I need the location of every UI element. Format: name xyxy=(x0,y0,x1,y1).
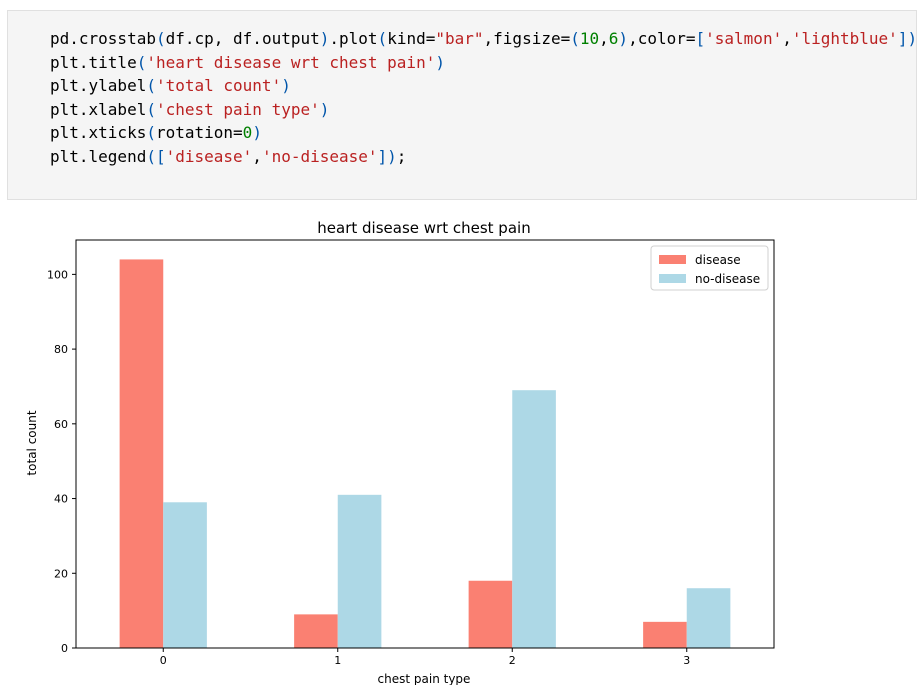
code-token: 'disease' xyxy=(165,146,253,166)
bar-disease-0 xyxy=(119,259,164,648)
code-token: ) xyxy=(252,123,262,143)
code-token: 'heart disease wrt chest pain' xyxy=(146,52,436,72)
code-token: plt.xticks xyxy=(50,123,147,143)
legend-swatch-disease xyxy=(659,255,686,264)
plot-frame xyxy=(75,239,775,649)
code-token: ) xyxy=(319,99,330,119)
code-token: 'no-disease' xyxy=(261,146,378,166)
code-editor[interactable]: pd.crosstab(df.cp, df.output).plot(kind=… xyxy=(50,27,917,169)
bar-no-disease-1 xyxy=(337,494,382,648)
code-token: ) xyxy=(281,76,291,96)
code-line: plt.xlabel('chest pain type') xyxy=(50,98,917,122)
y-tick-label: 80 xyxy=(54,343,68,356)
bar-disease-3 xyxy=(643,621,687,648)
bar-disease-1 xyxy=(294,614,338,648)
code-token: .plot xyxy=(329,29,378,48)
legend: disease no-disease xyxy=(650,245,769,291)
axes-group: 0 20 40 60 80 100 0 1 2 3 xyxy=(47,239,775,667)
code-line: plt.xticks(rotation=0) xyxy=(50,121,917,145)
y-tick-label: 20 xyxy=(54,567,68,580)
code-line: plt.ylabel('total count') xyxy=(50,74,917,98)
code-token: plt.title xyxy=(50,52,137,72)
code-token: ( xyxy=(146,99,156,119)
y-axis-label: total count xyxy=(25,410,39,475)
chart-title: heart disease wrt chest pain xyxy=(317,219,530,237)
bar-no-disease-0 xyxy=(163,502,207,648)
code-token: , xyxy=(599,29,609,48)
legend-swatch-no-disease xyxy=(659,274,686,283)
code-token: plt.xlabel xyxy=(50,99,147,119)
code-token: plt.legend xyxy=(50,146,147,166)
code-token: 6 xyxy=(608,29,619,48)
code-line: pd.crosstab(df.cp, df.output).plot(kind=… xyxy=(50,27,917,51)
x-tick-label: 1 xyxy=(334,654,341,667)
x-axis-label: chest pain type xyxy=(378,672,471,685)
code-token: 'lightblue' xyxy=(791,29,898,48)
x-tick-label: 0 xyxy=(160,654,167,667)
code-line: plt.title('heart disease wrt chest pain'… xyxy=(50,51,917,75)
code-token: kind= xyxy=(387,29,436,48)
legend-label-no-disease: no-disease xyxy=(695,272,760,286)
bar-no-disease-2 xyxy=(512,390,556,648)
code-token: ) xyxy=(618,29,629,48)
chart-output: heart disease wrt chest pain total count… xyxy=(0,205,917,686)
code-token: plt.ylabel xyxy=(50,76,147,96)
bars-group xyxy=(119,259,731,648)
code-token: , xyxy=(782,29,792,48)
code-token: 10 xyxy=(579,29,600,48)
code-token: 'total count' xyxy=(155,76,282,96)
code-token: ; xyxy=(396,146,407,166)
code-token: ( xyxy=(146,123,156,143)
code-token: ) xyxy=(319,29,330,48)
code-token: ( xyxy=(377,29,388,48)
code-line: plt.legend(['disease','no-disease']); xyxy=(50,145,917,169)
y-tick-label: 40 xyxy=(54,493,68,506)
code-token: ,figsize= xyxy=(483,29,571,48)
code-token: ( xyxy=(155,29,166,48)
code-token: ]) xyxy=(897,29,917,48)
code-token: "bar" xyxy=(435,29,484,48)
code-token: pd.crosstab xyxy=(50,29,156,48)
code-token: 0 xyxy=(242,123,253,143)
bar-no-disease-3 xyxy=(686,588,731,648)
code-token: ) xyxy=(435,52,445,72)
legend-label-disease: disease xyxy=(695,253,741,267)
code-token: [ xyxy=(695,29,706,48)
code-token: ( xyxy=(146,76,156,96)
code-token: ( xyxy=(136,52,147,72)
code-token: ,color= xyxy=(628,29,696,48)
y-tick-label: 60 xyxy=(54,418,68,431)
x-tick-label: 3 xyxy=(683,654,690,667)
y-tick-label: 0 xyxy=(61,642,68,655)
code-token: ([ xyxy=(146,146,166,166)
code-token: 'salmon' xyxy=(705,29,783,48)
bar-chart: heart disease wrt chest pain total count… xyxy=(25,219,775,686)
y-tick-label: 100 xyxy=(47,268,68,281)
code-cell[interactable]: pd.crosstab(df.cp, df.output).plot(kind=… xyxy=(7,10,917,200)
code-token: ]) xyxy=(377,146,397,166)
code-token: ( xyxy=(570,29,580,48)
bar-disease-2 xyxy=(468,580,513,648)
code-token: rotation= xyxy=(155,123,243,143)
code-token: df.cp, df.output xyxy=(165,29,320,48)
code-token: 'chest pain type' xyxy=(155,99,320,119)
x-tick-label: 2 xyxy=(509,654,516,667)
code-token: , xyxy=(252,146,262,166)
